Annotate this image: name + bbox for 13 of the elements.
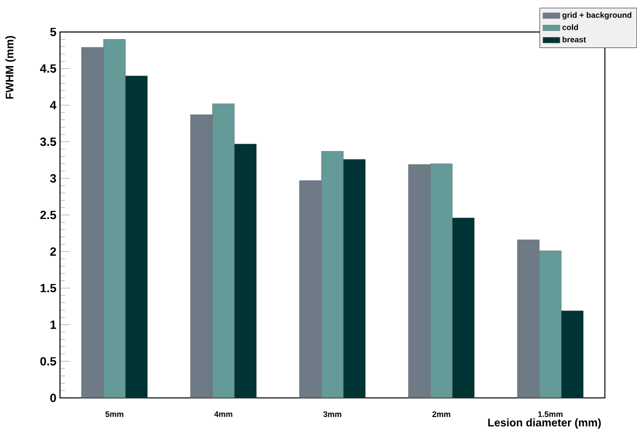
y-tick-label: 2.5 bbox=[40, 210, 56, 220]
y-tick-label: 0.5 bbox=[40, 357, 56, 366]
y-tick-label: 1.5 bbox=[40, 284, 56, 292]
y-tick-label: 3 bbox=[50, 174, 56, 183]
y-tick-label: 4 bbox=[50, 101, 56, 110]
y-tick-label: 5 bbox=[50, 28, 56, 36]
y-tick-label: 4.5 bbox=[40, 64, 56, 73]
y-tick-label: 3.5 bbox=[40, 138, 56, 146]
y-tick-label: 1 bbox=[50, 320, 56, 329]
y-tick-label: 0 bbox=[50, 394, 56, 402]
y-axis-title: FWHM (mm) bbox=[5, 36, 16, 99]
y-tick-label: 2 bbox=[50, 247, 56, 256]
x-axis-title: Lesion diameter (mm) bbox=[488, 418, 601, 429]
